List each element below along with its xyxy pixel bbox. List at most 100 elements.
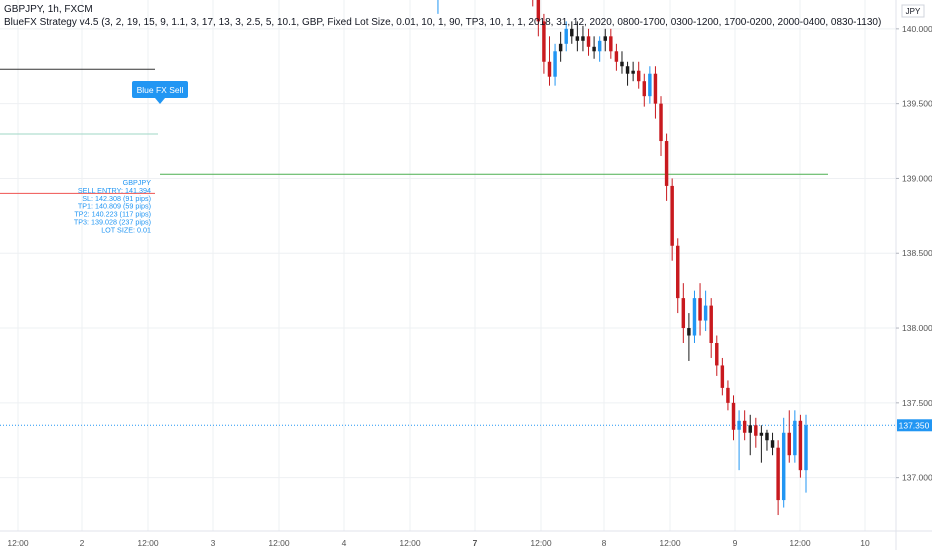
candle: [592, 36, 596, 59]
candle: [575, 21, 580, 52]
candle-body: [770, 440, 775, 448]
price-tag-text: 137.350: [899, 420, 930, 430]
time-tick-label: 7: [473, 538, 478, 548]
candle: [542, 13, 546, 74]
time-tick-label: 9: [733, 538, 738, 548]
candle-body: [793, 420, 797, 456]
candle-body: [625, 66, 630, 74]
candle-body: [642, 81, 647, 97]
candles: [437, 0, 808, 516]
price-tick-label: 137.000: [902, 473, 932, 483]
time-tick-label: 8: [602, 538, 607, 548]
candle-body: [676, 245, 680, 299]
time-tick-label: 4: [342, 538, 347, 548]
time-tick-label: 12:00: [530, 538, 552, 548]
info-line: LOT SIZE: 0.01: [101, 225, 151, 234]
candle: [664, 133, 669, 201]
candle: [681, 283, 686, 343]
time-tick-label: 12:00: [268, 538, 290, 548]
candle: [737, 410, 741, 471]
candle-body: [586, 36, 591, 47]
candle-body: [620, 61, 624, 67]
candle: [532, 0, 534, 7]
candle-body: [547, 61, 552, 77]
candle-body: [664, 141, 669, 186]
candle: [698, 283, 702, 336]
candle: [631, 61, 635, 82]
candle: [776, 440, 780, 516]
candle-body: [692, 298, 697, 336]
candle-body: [748, 425, 752, 433]
candle-body: [687, 328, 691, 336]
signal-pointer: [155, 98, 165, 104]
candle-body: [648, 73, 652, 97]
strategy-title: BlueFX Strategy v4.5 (3, 2, 19, 15, 9, 1…: [4, 17, 882, 28]
candle-body: [787, 432, 791, 456]
candle-body: [776, 447, 780, 501]
symbol-title: GBPJPY, 1h, FXCM: [4, 4, 93, 15]
candle-body: [570, 28, 574, 37]
candle-body: [597, 40, 602, 52]
time-tick-label: 3: [211, 538, 216, 548]
time-tick-label: 12:00: [7, 538, 29, 548]
candle-body: [614, 51, 619, 62]
currency-badge-box: [901, 4, 925, 18]
candle-body: [804, 425, 808, 471]
candle: [715, 335, 719, 376]
candle-body: [542, 21, 546, 62]
time-tick-label: 2: [80, 538, 85, 548]
candle: [620, 51, 624, 74]
candle: [692, 290, 697, 343]
candle: [625, 61, 630, 86]
candle: [726, 380, 730, 411]
info-line: SL: 142.308 (91 pips): [82, 194, 151, 203]
candle: [670, 178, 674, 261]
candle-body: [698, 298, 702, 321]
candle-body: [737, 420, 741, 430]
candle-body: [592, 46, 596, 52]
price-tick-label: 140.000: [902, 24, 932, 34]
time-tick-label: 10: [860, 538, 870, 548]
info-line: GBPJPY: [123, 178, 152, 187]
candle: [781, 417, 786, 508]
grid: [0, 0, 896, 531]
candle-body: [653, 73, 658, 104]
candle: [742, 410, 747, 441]
candle: [676, 238, 680, 314]
price-tick-label: 138.500: [902, 248, 932, 258]
candle: [547, 36, 552, 86]
currency-badge-text: JPY: [906, 7, 921, 16]
candle: [558, 31, 563, 62]
candle-body: [575, 36, 580, 41]
candle: [687, 313, 691, 361]
price-tick-label: 139.000: [902, 173, 932, 183]
candle: [731, 395, 736, 441]
candle-body: [754, 425, 758, 436]
candle-body: [631, 70, 635, 74]
candle-body: [659, 103, 663, 142]
candle-body: [670, 185, 674, 246]
candle-body: [581, 36, 585, 41]
price-tick-label: 138.000: [902, 323, 932, 333]
candle: [770, 432, 775, 456]
price-tick-label: 137.500: [902, 398, 932, 408]
time-tick-label: 12:00: [659, 538, 681, 548]
candle: [720, 357, 725, 396]
candle: [642, 73, 647, 107]
candle: [804, 414, 808, 493]
candle: [609, 28, 613, 59]
candle: [703, 290, 708, 332]
candle: [636, 61, 641, 89]
signal-text: Blue FX Sell: [137, 85, 184, 95]
candle-body: [731, 402, 736, 430]
time-axis: 12:00 2 12:00 3 12:00 4 12:00 7 12:00 8 12:00 9 12:0…: [0, 530, 932, 548]
candle-body: [709, 305, 713, 343]
candle: [659, 96, 663, 156]
candle: [553, 43, 557, 86]
candle-body: [536, 0, 541, 22]
info-line: TP3: 139.028 (237 pips): [74, 218, 151, 227]
price-tick-label: 139.500: [902, 99, 932, 109]
